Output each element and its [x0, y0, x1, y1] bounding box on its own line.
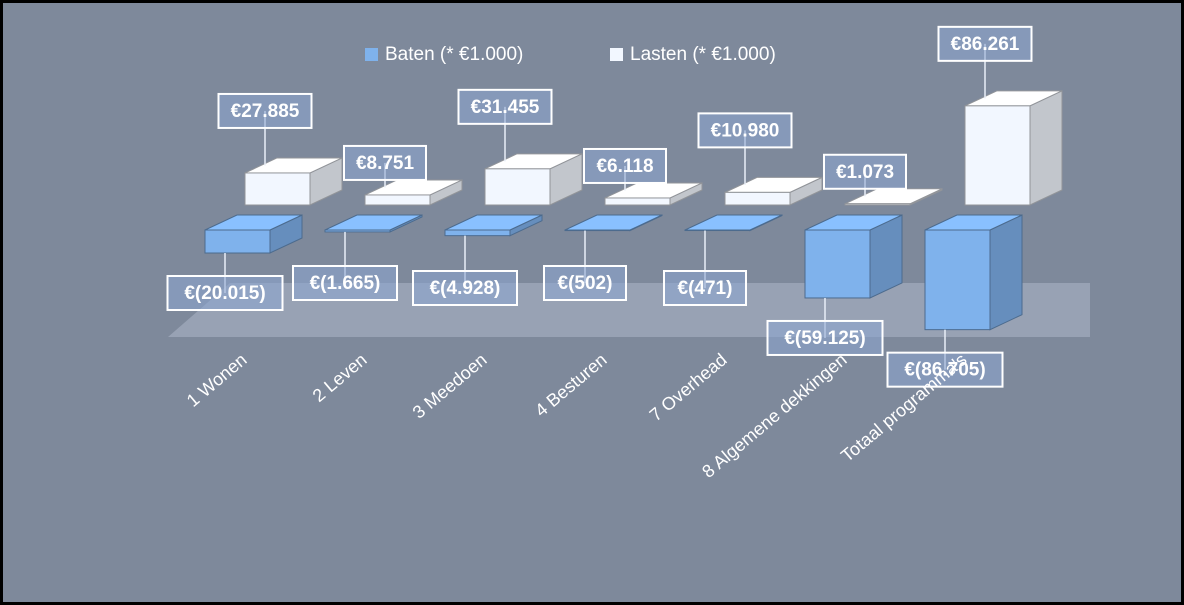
- data-label-box: [457, 88, 553, 125]
- legend-swatch: [365, 48, 378, 61]
- data-label-box: [343, 144, 427, 181]
- bar-front: [444, 229, 511, 237]
- bar: [844, 187, 943, 206]
- bar: [604, 182, 703, 206]
- data-label: €(471): [678, 278, 733, 299]
- bar: [964, 90, 1063, 206]
- bar: [724, 176, 823, 206]
- bar: [444, 214, 543, 237]
- bar: [564, 214, 663, 232]
- data-label: €86.261: [951, 34, 1020, 55]
- data-label-box: [217, 92, 313, 129]
- bar-front: [244, 172, 311, 206]
- data-label: €(20.015): [184, 283, 265, 304]
- data-label-box: [166, 275, 284, 312]
- data-label: €1.073: [836, 162, 894, 183]
- bar-front: [844, 203, 911, 206]
- data-label: €(502): [558, 273, 613, 294]
- data-label: €(86.705): [904, 360, 985, 381]
- bar-front: [324, 229, 391, 233]
- bar: [924, 214, 1023, 331]
- data-label-box: [543, 265, 627, 301]
- legend-label: Lasten (* €1.000): [630, 44, 776, 65]
- data-label-box: [937, 25, 1033, 62]
- data-label: €(1.665): [310, 273, 381, 294]
- bar-front: [724, 191, 791, 206]
- data-label: €10.980: [711, 120, 780, 141]
- bar-front: [684, 229, 751, 232]
- data-label-box: [766, 319, 884, 356]
- bar-front: [204, 229, 271, 254]
- legend-label: Baten (* €1.000): [385, 44, 523, 65]
- data-label-box: [886, 351, 1004, 388]
- bar: [244, 157, 343, 206]
- data-label-box: [583, 147, 667, 184]
- bar: [364, 179, 463, 206]
- legend-swatch: [610, 48, 623, 61]
- bar: [684, 214, 783, 232]
- bar-side: [1029, 90, 1063, 206]
- data-label: €27.885: [231, 101, 300, 122]
- data-label-box: [823, 153, 907, 190]
- bar-front: [484, 168, 551, 206]
- bar-front: [364, 194, 431, 206]
- data-label: €31.455: [471, 97, 540, 118]
- bar-front: [924, 229, 991, 331]
- bar-front: [964, 105, 1031, 206]
- bar: [324, 214, 423, 233]
- data-label: €(59.125): [784, 328, 865, 349]
- data-label: €(4.928): [430, 278, 501, 299]
- data-label-box: [663, 270, 747, 306]
- data-label-box: [697, 112, 793, 149]
- bar: [484, 153, 583, 206]
- bar: [804, 214, 903, 299]
- bar: [204, 214, 303, 254]
- data-label-box: [292, 265, 398, 301]
- bar-front: [804, 229, 871, 299]
- bar-front: [604, 197, 671, 206]
- data-label: €6.118: [596, 156, 653, 177]
- data-label-box: [412, 270, 518, 306]
- data-label: €8.751: [356, 153, 415, 174]
- bar-side: [989, 214, 1023, 331]
- bar-front: [564, 229, 631, 232]
